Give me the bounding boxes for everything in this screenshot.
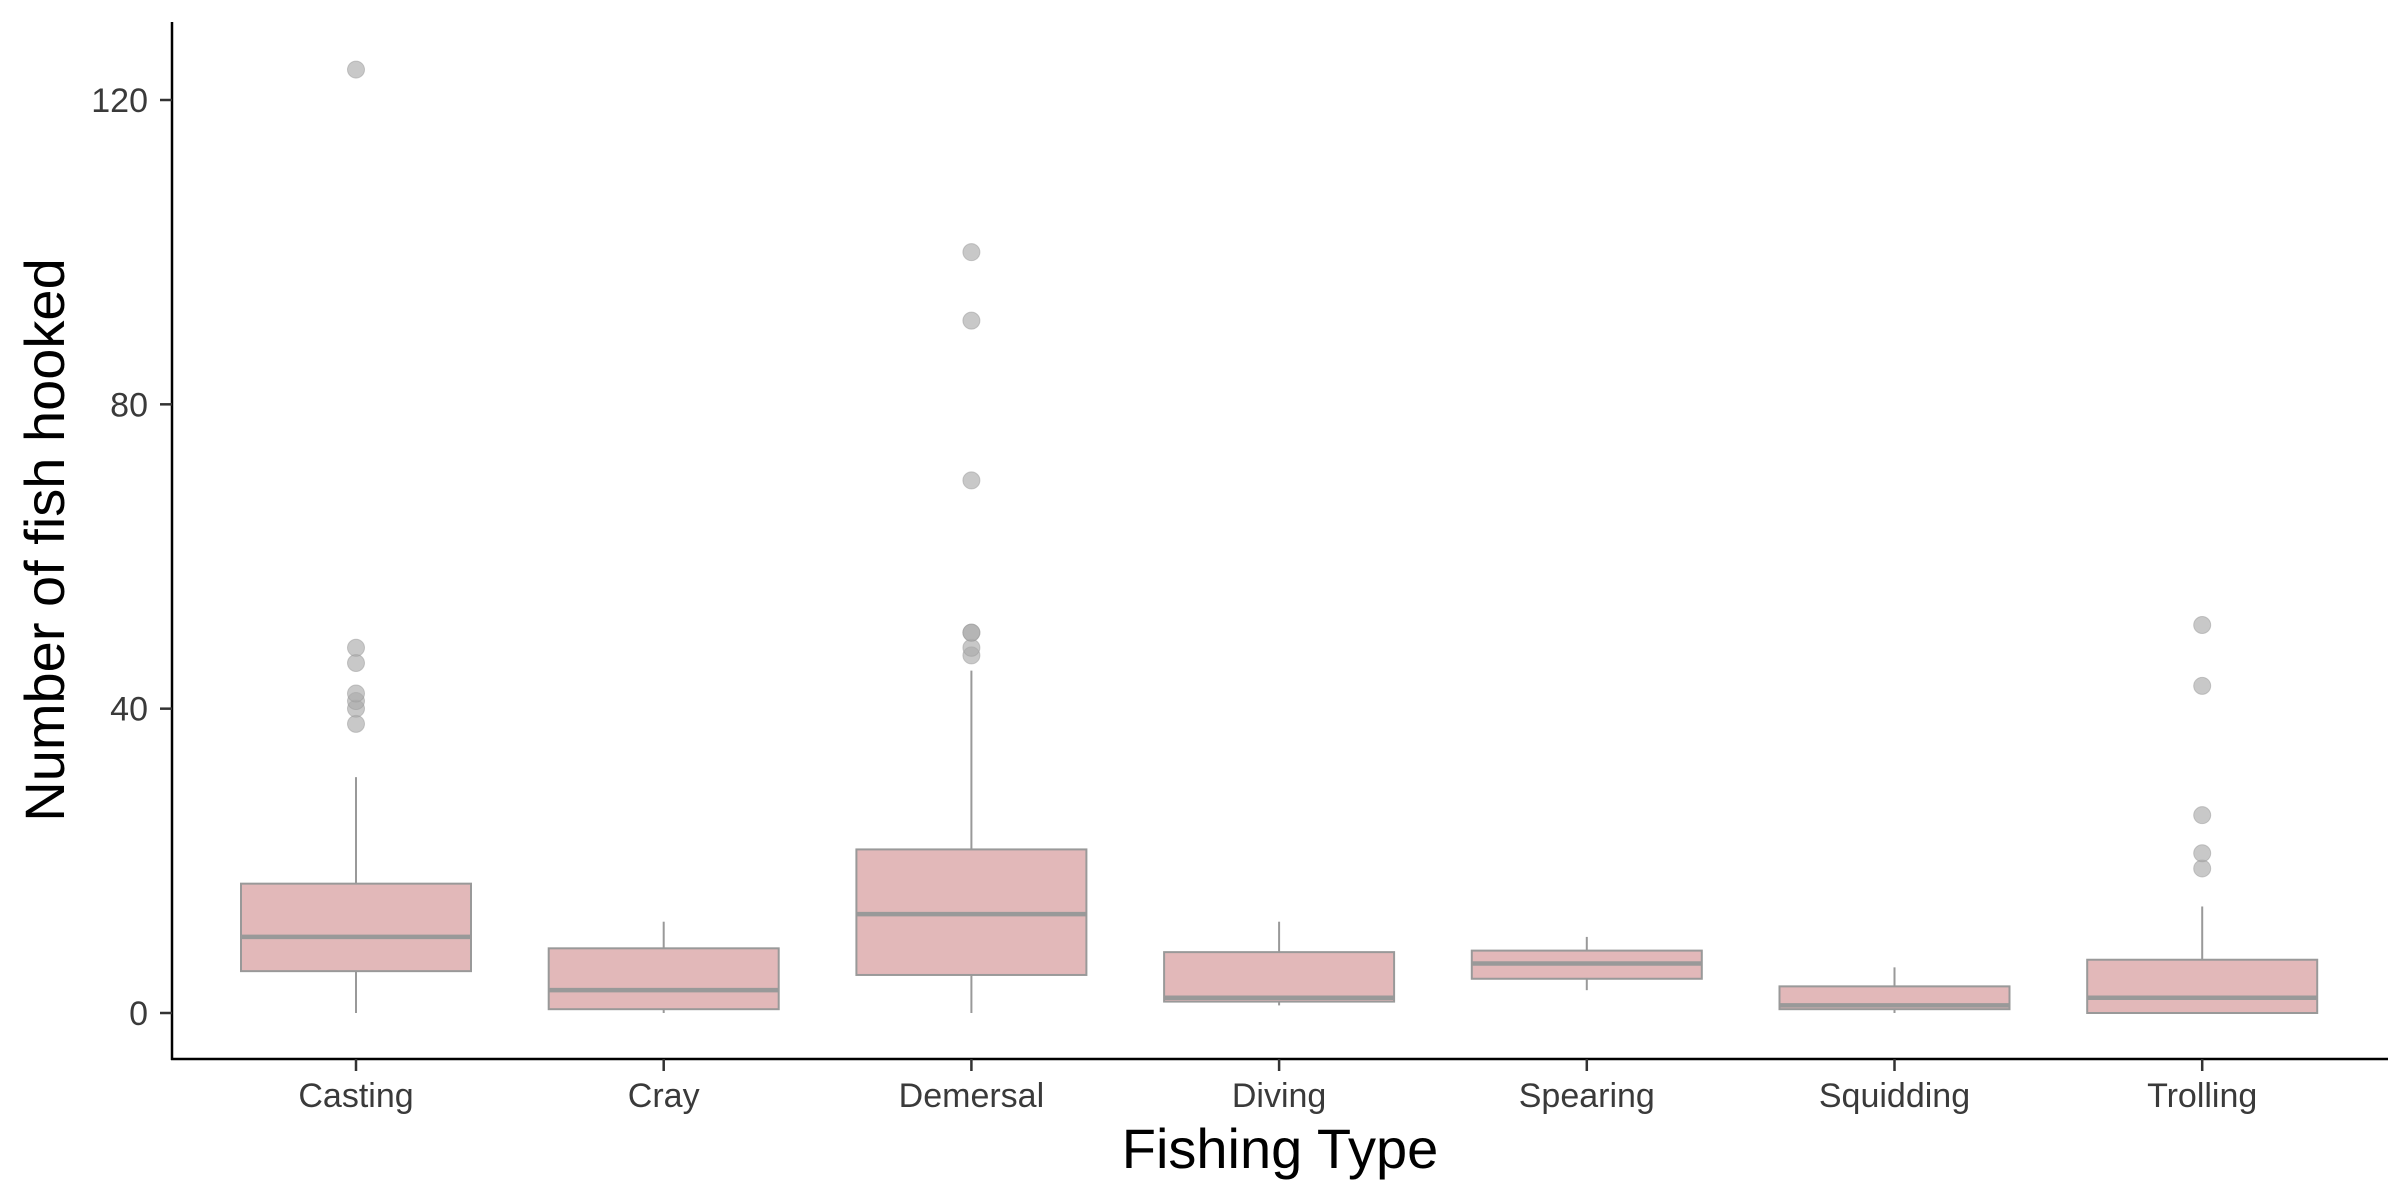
axes [170,22,2388,1061]
outlier-point [2193,806,2212,825]
x-tick-label: Trolling [2147,1077,2257,1115]
outlier-point [347,654,365,673]
plot-area [240,60,2319,1014]
y-tick-label: 80 [110,386,148,424]
box-spearing [1470,936,1703,991]
x-axis-title: Fishing Type [1122,1117,1438,1180]
outlier-point [2193,676,2212,695]
x-tick-label: Demersal [899,1077,1044,1115]
y-axis-ticks: 0 40 80 120 [91,82,172,1033]
outlier-point [962,471,981,490]
outlier-point [2193,615,2212,634]
outlier-point [2193,844,2212,863]
box-diving [1163,921,1396,1006]
iqr-box [1163,951,1396,1003]
iqr-box [547,947,780,1011]
outlier-point [347,638,365,657]
outlier-point [962,638,981,657]
y-tick-label: 0 [129,995,148,1033]
x-tick-label: Squidding [1819,1077,1970,1115]
iqr-box [2086,958,2319,1014]
x-tick-label: Cray [628,1077,700,1115]
box-demersal [855,243,1088,1013]
outlier-point [962,311,981,330]
iqr-box [240,882,472,973]
box-casting [240,60,472,1013]
box-trolling [2086,615,2319,1014]
outlier-point [347,60,365,79]
outlier-point [962,243,981,262]
outlier-point [347,684,365,703]
y-axis-title: Number of fish hooked [13,258,76,821]
box-squidding [1778,967,2011,1013]
box-cray [547,921,780,1013]
outlier-point [2193,859,2212,878]
outlier-point [962,623,981,642]
x-tick-label: Diving [1232,1077,1326,1115]
outlier-point [347,714,365,733]
x-tick-label: Casting [298,1077,413,1115]
y-tick-label: 40 [110,691,148,729]
y-tick-label: 120 [91,82,148,120]
x-axis-ticks: Casting Cray Demersal Diving Spearing Squiddi… [298,1059,2257,1115]
x-tick-label: Spearing [1519,1077,1655,1115]
